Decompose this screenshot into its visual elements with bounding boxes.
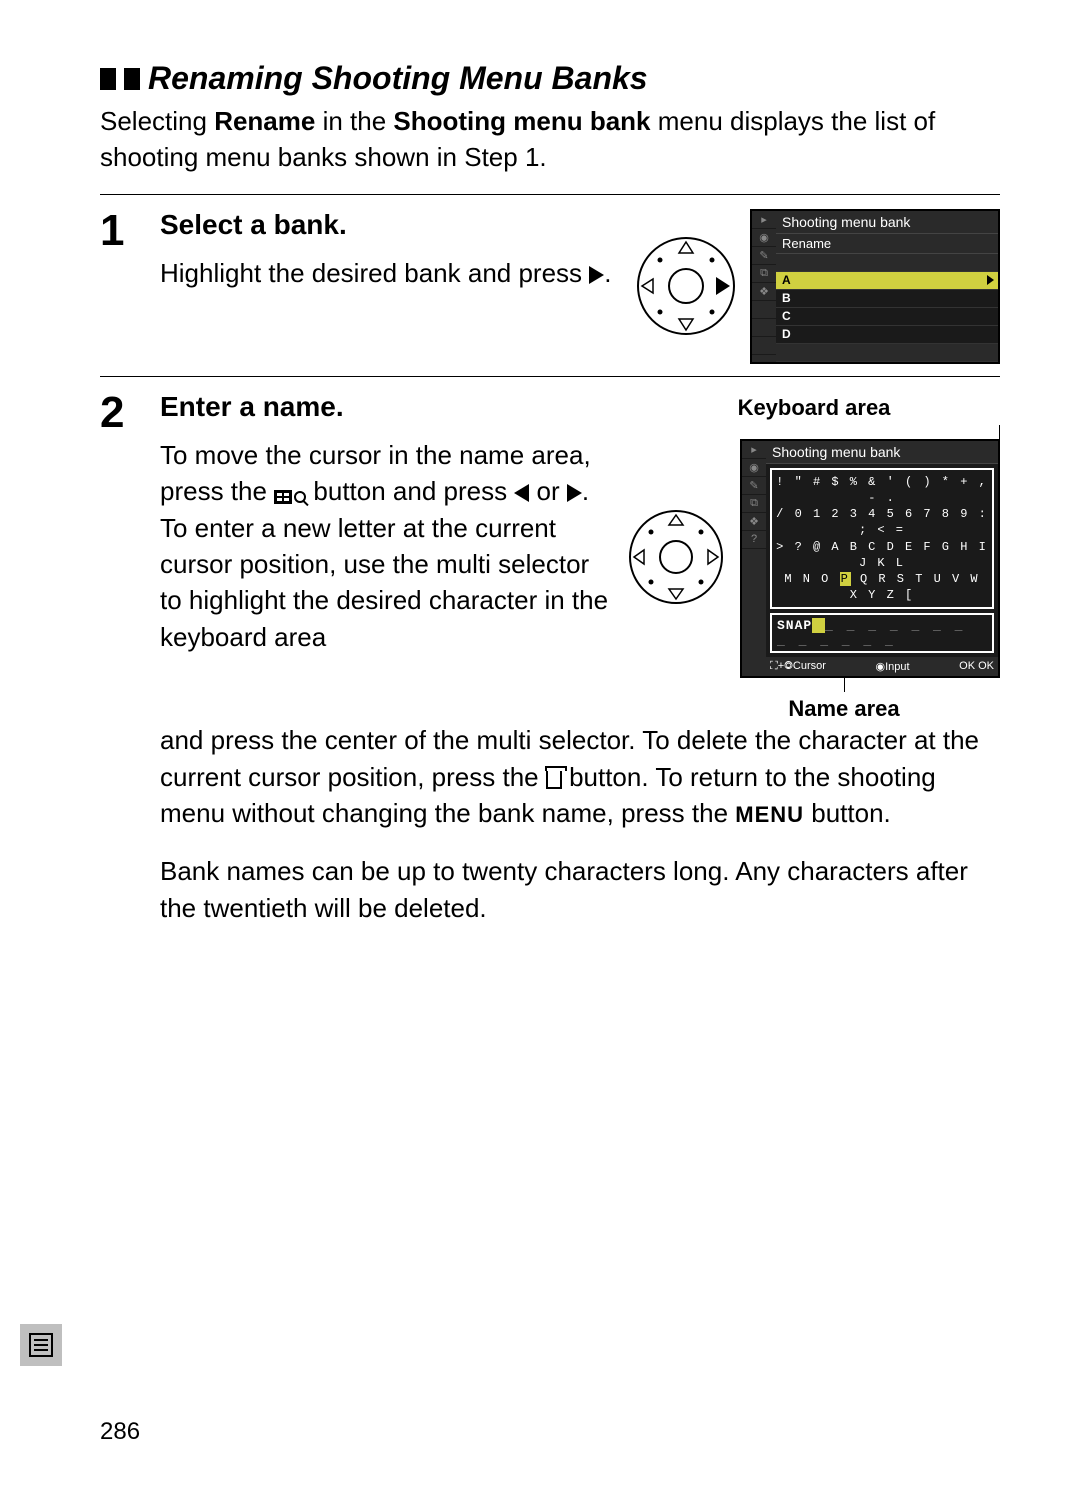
step-text: To move the cursor in the name area, pre…: [160, 437, 610, 655]
step-text-note: Bank names can be up to twenty character…: [160, 853, 1000, 926]
callout-line: [844, 678, 845, 692]
step-number: 2: [100, 391, 142, 926]
lcd-side-icon: ⧉: [742, 495, 766, 513]
lcd-title: Shooting menu bank: [776, 211, 998, 234]
menu-button-label: MENU: [735, 802, 804, 827]
name-value: SNAP: [777, 618, 812, 633]
left-arrow-icon: [514, 484, 529, 502]
name-cursor: [812, 618, 825, 633]
step-text-part: button.: [804, 798, 891, 828]
intro-bold: Rename: [214, 106, 315, 136]
step-2: 2 Enter a name. To move the cursor in th…: [100, 391, 1000, 926]
lcd-side-icon: [752, 319, 776, 337]
page-menu-icon: [20, 1324, 62, 1366]
lcd-subtitle: Rename: [776, 234, 998, 254]
step-text-part: button and press: [306, 476, 514, 506]
lcd-side-icon: ▸: [752, 211, 776, 229]
lcd-side-icon: ▸: [742, 441, 766, 459]
keyboard-area-label: Keyboard area: [738, 395, 891, 421]
lcd-row: D: [776, 326, 998, 344]
kb-line: M N O P Q R S T U V W X Y Z [: [776, 571, 988, 603]
step-title: Enter a name.: [160, 391, 610, 423]
step-text: Highlight the desired bank and press .: [160, 255, 618, 291]
step-text-part: Highlight the desired bank and press: [160, 258, 589, 288]
lcd-row: C: [776, 308, 998, 326]
thumbnail-zoom-icon: [274, 490, 306, 504]
lcd-side-icon: ❖: [752, 283, 776, 301]
lcd-side-icon: ✎: [742, 477, 766, 495]
step-text-part: .: [604, 258, 611, 288]
step-title: Select a bank.: [160, 209, 618, 241]
right-arrow-icon: [567, 484, 582, 502]
kb-highlight: P: [840, 572, 851, 586]
lcd-row: B: [776, 290, 998, 308]
intro-bold: Shooting menu bank: [393, 106, 650, 136]
lcd-side-icon: ◉: [742, 459, 766, 477]
footer-ok: OK OK: [959, 660, 994, 673]
lcd-side-icon: [752, 301, 776, 319]
divider: [100, 376, 1000, 377]
lcd-title: Shooting menu bank: [766, 441, 998, 464]
section-heading: Renaming Shooting Menu Banks: [100, 60, 1000, 97]
lcd-side-icon: ✎: [752, 247, 776, 265]
lcd-name-area: SNAP _ _ _ _ _ _ _ _ _ _ _ _ _: [770, 613, 994, 653]
lcd-screenshot-keyboard: ▸ ◉ ✎ ⧉ ❖ ? Shooting menu bank ! " # $: [740, 439, 1000, 679]
lcd-side-icon: [752, 337, 776, 355]
multi-selector-dial: [628, 509, 728, 609]
multi-selector-dial: [636, 236, 736, 336]
lcd-side-icon: ◉: [752, 229, 776, 247]
step-text-part: or: [529, 476, 567, 506]
kb-line: / 0 1 2 3 4 5 6 7 8 9 : ; < =: [776, 506, 988, 538]
step-1: 1 Select a bank. Highlight the desired b…: [100, 209, 1000, 364]
lcd-row: [776, 344, 998, 362]
lcd-screenshot-banks: ▸ ◉ ✎ ⧉ ❖ Shooting menu bank Rename: [750, 209, 1000, 364]
intro-paragraph: Selecting Rename in the Shooting menu ba…: [100, 103, 1000, 176]
callout-line: [999, 425, 1000, 439]
lcd-side-icon: ⧉: [752, 265, 776, 283]
lcd-row-highlighted: A: [776, 272, 998, 290]
name-area-label: Name area: [788, 696, 899, 722]
divider: [100, 194, 1000, 195]
page-number: 286: [100, 1418, 140, 1446]
intro-text: in the: [315, 106, 393, 136]
kb-line: > ? @ A B C D E F G H I J K L: [776, 539, 988, 571]
chevron-right-icon: [987, 275, 994, 285]
step-number: 1: [100, 209, 142, 364]
footer-cursor: ⛶+◎Cursor: [770, 660, 826, 673]
footer-input: ◉Input: [876, 660, 910, 673]
lcd-side-icon: ?: [742, 531, 766, 549]
heading-square-icon: [124, 68, 140, 90]
step-text-continued: and press the center of the multi select…: [160, 722, 1000, 831]
kb-line: ! " # $ % & ' ( ) * + , - .: [776, 474, 988, 506]
trash-icon: [546, 771, 562, 789]
heading-text: Renaming Shooting Menu Banks: [148, 60, 648, 97]
lcd-row: [776, 254, 998, 272]
lcd-footer: ⛶+◎Cursor ◉Input OK OK: [766, 657, 998, 676]
lcd-keyboard-area: ! " # $ % & ' ( ) * + , - . / 0 1 2 3 4 …: [770, 468, 994, 610]
intro-text: Selecting: [100, 106, 214, 136]
heading-square-icon: [100, 68, 116, 90]
right-arrow-icon: [589, 266, 604, 284]
lcd-side-icon: ❖: [742, 513, 766, 531]
